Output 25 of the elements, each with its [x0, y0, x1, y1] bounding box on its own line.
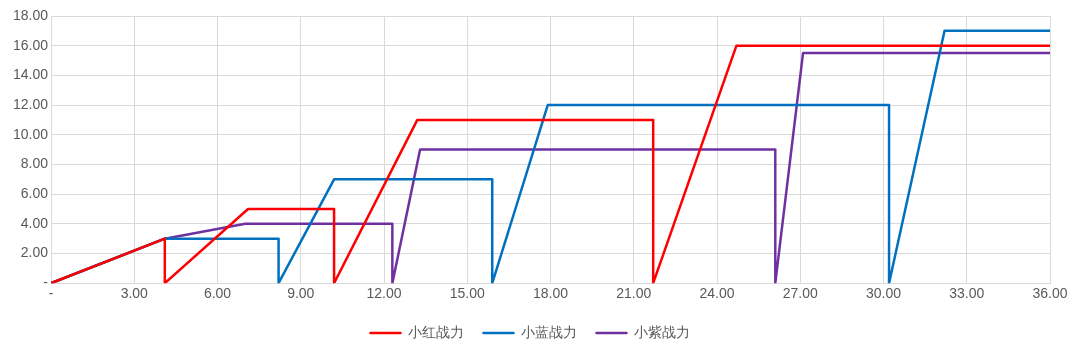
y-tick-label: - — [43, 274, 49, 291]
y-tick-label: 10.00 — [12, 125, 49, 142]
x-tick-label: 6.00 — [203, 285, 232, 302]
y-tick-label: 12.00 — [12, 95, 49, 112]
x-tick-label: 21.00 — [616, 285, 652, 302]
x-tick-label: 24.00 — [699, 285, 735, 302]
x-tick-label: 9.00 — [287, 285, 315, 302]
y-tick-label: 4.00 — [20, 214, 49, 231]
legend-label: 小紫战力 — [633, 323, 690, 340]
legend-label: 小红战力 — [407, 323, 464, 340]
x-tick-label: 12.00 — [366, 285, 402, 302]
y-tick-label: 18.00 — [12, 6, 49, 23]
x-tick-label: 3.00 — [120, 285, 149, 302]
y-tick-label: 16.00 — [12, 36, 49, 53]
x-tick-label: 33.00 — [949, 285, 985, 302]
y-tick-label: 14.00 — [12, 66, 49, 83]
y-tick-label: 8.00 — [20, 155, 49, 172]
legend-label: 小蓝战力 — [520, 323, 577, 340]
x-tick-label: 18.00 — [532, 285, 569, 302]
y-tick-label: 2.00 — [20, 244, 49, 261]
x-tick-label: 30.00 — [865, 285, 902, 302]
x-tick-label: 27.00 — [782, 285, 818, 302]
x-tick-label: 36.00 — [1032, 285, 1068, 302]
y-tick-label: 6.00 — [20, 184, 49, 201]
x-tick-label: 15.00 — [449, 285, 485, 302]
